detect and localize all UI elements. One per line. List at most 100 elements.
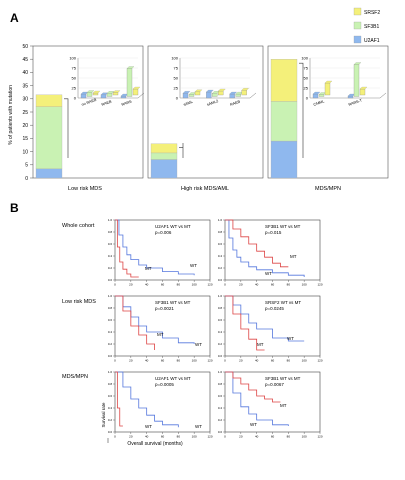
km-frame — [114, 295, 211, 357]
inset-chart-0: 0 25 50 75 100 no RAEB RAEB RARS — [69, 56, 145, 107]
inset-tick-label: 100 — [171, 56, 178, 61]
bar-sf3b1-1 — [150, 152, 178, 160]
km-curve-wt — [225, 219, 305, 277]
inset-bar-top — [359, 86, 368, 90]
km-x-tick-label: 80 — [177, 435, 181, 439]
group-frame-mds-mpn — [267, 45, 389, 179]
inset-bar — [100, 94, 107, 99]
km-x-tick-label: 60 — [271, 283, 275, 287]
km-y-tick-label: 1.0 — [108, 218, 113, 222]
bar-u2af1-2 — [270, 140, 298, 179]
km-y-tick-label: 0.2 — [218, 418, 223, 422]
row-label-low-risk: Low risk MDS — [62, 299, 96, 305]
main-bar-layer: 0 5 10 15 20 25 30 35 40 45 50 — [22, 44, 304, 182]
km-curve-wt — [225, 371, 289, 426]
bar-srsf2-0 — [35, 94, 63, 107]
legend-swatch-u2af1 — [353, 35, 362, 44]
km-x-tick-label: 20 — [129, 359, 133, 363]
inset-tick-label: 100 — [69, 56, 76, 61]
km-chart-3: 0.0 0.2 0.4 0.6 0.8 1.0 0 20 40 60 80 100 120 SRSF2 W… — [218, 294, 323, 362]
group-label-high-risk: High risk MDS/AML — [181, 186, 229, 192]
y-tick-label: 30 — [22, 97, 28, 103]
km-y-tick-label: 0.4 — [108, 254, 113, 258]
km-x-tick-label: 100 — [192, 435, 197, 439]
km-x-tick-label: 120 — [207, 359, 212, 363]
inset-category-label: no RAEB — [81, 98, 97, 107]
inset-category-label: RAEB — [101, 99, 113, 106]
km-y-tick-label: 0.8 — [108, 306, 113, 310]
km-x-tick-label: 100 — [192, 283, 197, 287]
km-x-tick-label: 120 — [207, 435, 212, 439]
km-curve-mt — [115, 219, 139, 278]
km-series-label: MT — [157, 332, 164, 337]
km-y-tick-label: 0.0 — [218, 278, 223, 282]
km-curve-mt — [115, 295, 155, 350]
km-y-tick-label: 0.4 — [108, 406, 113, 410]
inset-bar — [229, 93, 235, 99]
legend-label-sf3b1: SF3B1 — [364, 24, 380, 30]
inset-tick-label: 0 — [176, 96, 179, 101]
km-y-tick-label: 0.4 — [218, 254, 223, 258]
km-y-tick-label: 0.4 — [218, 406, 223, 410]
inset-tick-label: 25 — [304, 86, 309, 91]
inset-bar-top — [218, 88, 226, 92]
y-tick-label: 15 — [22, 136, 28, 142]
km-x-tick-label: 120 — [317, 283, 322, 287]
km-annotation: SF3B1 WT vs MT — [265, 376, 301, 381]
inset-bar — [92, 92, 99, 96]
km-y-tick-label: 0.8 — [108, 382, 113, 386]
km-curve-mt — [225, 371, 281, 403]
km-x-tick-label: 40 — [145, 435, 149, 439]
inset-bar — [194, 91, 201, 96]
legend-swatch-sf3b1 — [353, 21, 362, 30]
km-annotation: U2AF1 WT vs MT — [155, 376, 191, 381]
km-x-tick-label: 40 — [145, 359, 149, 363]
km-series-label: MT — [145, 266, 152, 271]
inset-layer: 0 25 50 75 100 no RAEB RAEB RARS 0 25 50 75 100 sAML s… — [69, 56, 387, 107]
inset-bar — [347, 95, 354, 99]
km-pvalue: p=0.006 — [155, 230, 172, 235]
inset-tick-label: 50 — [174, 76, 179, 81]
km-y-tick-label: 0.2 — [108, 418, 113, 422]
km-x-tick-label: 0 — [114, 359, 116, 363]
km-curve-wt — [115, 219, 195, 276]
km-pvalue: p=0.0005 — [155, 382, 174, 387]
km-y-tick-label: 0.0 — [108, 354, 113, 358]
row-label-whole-cohort: Whole cohort — [62, 223, 95, 229]
km-x-tick-label: 40 — [255, 283, 259, 287]
inset-bar — [206, 91, 212, 99]
y-tick-label: 5 — [25, 163, 28, 169]
inset-bar — [353, 64, 360, 97]
bar-sf3b1-0 — [35, 106, 63, 169]
km-x-tick-label: 0 — [224, 283, 226, 287]
km-curve-mt — [225, 219, 289, 268]
km-y-tick-label: 1.0 — [218, 370, 223, 374]
km-x-tick-label: 80 — [287, 359, 291, 363]
km-y-tick-label: 0.0 — [218, 430, 223, 434]
km-series-label: WT — [190, 263, 197, 268]
km-series-label: MT — [257, 342, 264, 347]
inset-bar — [120, 95, 127, 99]
inset-bar-top — [229, 91, 237, 95]
legend-swatch-srsf2 — [353, 7, 362, 16]
km-y-tick-label: 1.0 — [218, 218, 223, 222]
km-x-tick-label: 20 — [239, 283, 243, 287]
inset-bar-top — [92, 90, 101, 94]
km-x-tick-label: 60 — [271, 435, 275, 439]
km-chart-1: 0.0 0.2 0.4 0.6 0.8 1.0 0 20 40 60 80 100 120 SF3B1 W… — [218, 218, 323, 286]
km-x-tick-label: 60 — [161, 435, 165, 439]
km-x-tick-label: 0 — [224, 359, 226, 363]
inset-tick-label: 25 — [72, 86, 77, 91]
inset-bar-top — [106, 91, 115, 94]
legend: SRSF2 SF3B1 U2AF1 — [353, 7, 380, 44]
km-y-tick-label: 0.2 — [218, 266, 223, 270]
bar-sf3b1-2 — [270, 101, 298, 142]
km-x-tick-label: 60 — [161, 283, 165, 287]
km-x-tick-label: 80 — [177, 283, 181, 287]
km-y-tick-label: 0.2 — [108, 342, 113, 346]
km-x-tick-label: 20 — [129, 283, 133, 287]
km-y-tick-label: 0.2 — [108, 266, 113, 270]
km-series-label: MT — [280, 403, 287, 408]
